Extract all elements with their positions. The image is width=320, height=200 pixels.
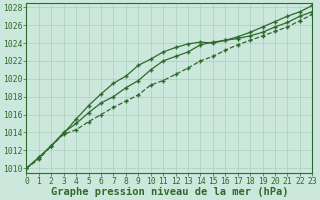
X-axis label: Graphe pression niveau de la mer (hPa): Graphe pression niveau de la mer (hPa): [51, 187, 288, 197]
